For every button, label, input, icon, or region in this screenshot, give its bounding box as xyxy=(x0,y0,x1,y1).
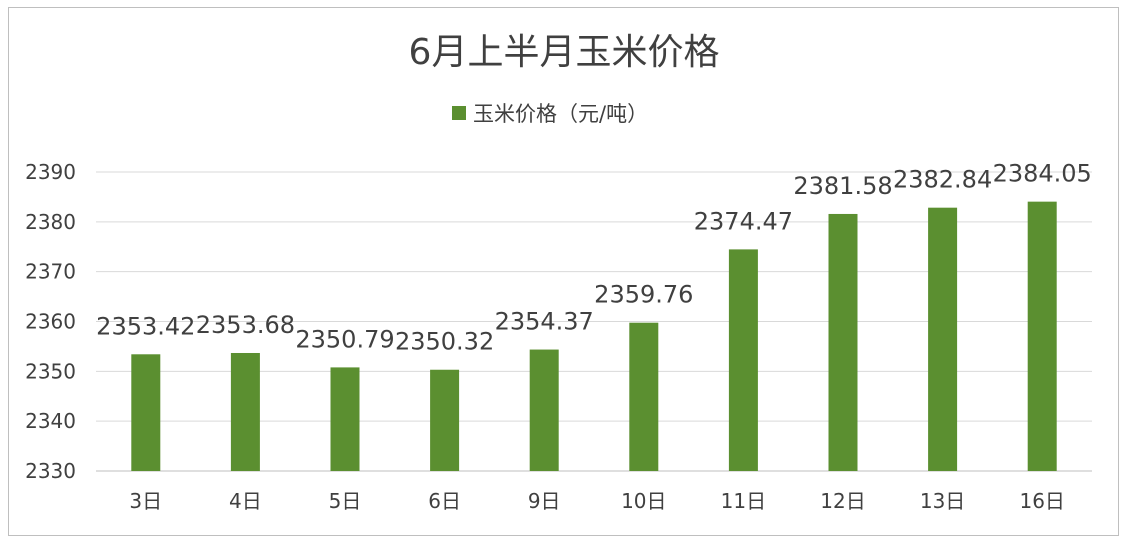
y-axis-ticks: 2330 2340 2350 2360 2370 2380 2390 xyxy=(25,160,76,483)
x-tick-label: 6日 xyxy=(428,489,461,513)
x-axis-ticks: 3日 4日 5日 6日 9日 10日 11日 12日 13日 16日 xyxy=(129,489,1064,513)
y-tick-label: 2340 xyxy=(25,409,76,433)
bar xyxy=(330,367,360,471)
bars xyxy=(131,201,1057,472)
data-label: 2350.79 xyxy=(295,325,394,353)
x-tick-label: 3日 xyxy=(129,489,162,513)
data-label: 2353.42 xyxy=(96,312,195,340)
data-label: 2354.37 xyxy=(495,308,594,336)
x-tick-label: 13日 xyxy=(920,489,965,513)
data-label: 2384.05 xyxy=(993,160,1092,188)
x-tick-label: 4日 xyxy=(229,489,262,513)
x-tick-label: 12日 xyxy=(820,489,865,513)
bar xyxy=(629,322,659,471)
data-label: 2382.84 xyxy=(893,166,992,194)
bar xyxy=(728,249,758,471)
data-label: 2350.32 xyxy=(395,328,494,356)
y-tick-label: 2360 xyxy=(25,310,76,334)
y-tick-label: 2350 xyxy=(25,359,76,383)
x-tick-label: 9日 xyxy=(528,489,561,513)
y-tick-label: 2390 xyxy=(25,160,76,184)
bar xyxy=(928,207,958,471)
legend: 玉米价格（元/吨） xyxy=(452,102,648,126)
bar xyxy=(230,352,260,471)
chart-title: 6月上半月玉米价格 xyxy=(409,32,720,73)
y-tick-label: 2330 xyxy=(25,459,76,483)
legend-swatch xyxy=(452,106,466,120)
x-tick-label: 11日 xyxy=(721,489,766,513)
legend-label: 玉米价格（元/吨） xyxy=(473,102,648,126)
y-tick-label: 2370 xyxy=(25,260,76,284)
bar xyxy=(828,213,858,472)
gridlines xyxy=(96,171,1092,472)
y-tick-label: 2380 xyxy=(25,210,76,234)
bar xyxy=(529,349,559,471)
x-tick-label: 10日 xyxy=(621,489,666,513)
data-label: 2381.58 xyxy=(793,172,892,200)
data-label: 2359.76 xyxy=(594,281,693,309)
data-label: 2374.47 xyxy=(694,207,793,235)
data-label: 2353.68 xyxy=(196,311,295,339)
bar xyxy=(1027,201,1057,472)
x-tick-label: 16日 xyxy=(1019,489,1064,513)
bar xyxy=(430,369,460,471)
x-tick-label: 5日 xyxy=(329,489,362,513)
bar xyxy=(131,354,161,471)
